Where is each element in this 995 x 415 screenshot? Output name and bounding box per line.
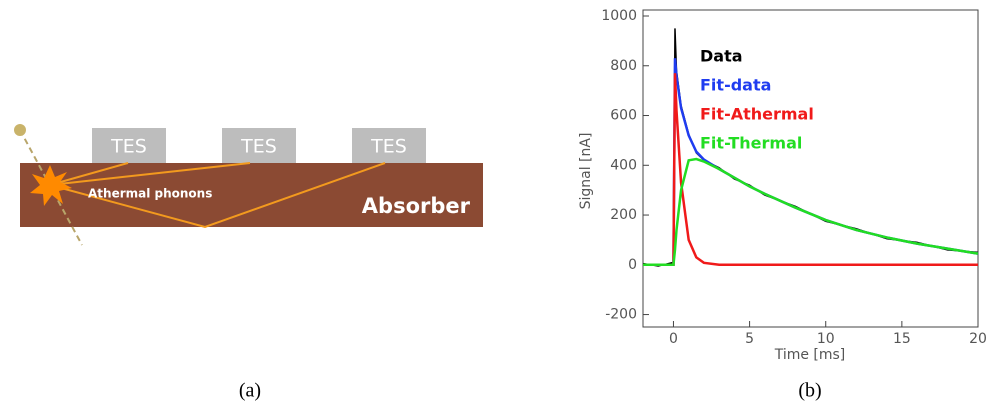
phonon-label: Athermal phonons: [88, 187, 212, 201]
series-line: [643, 73, 978, 267]
absorber: [20, 163, 483, 227]
caption: (a): [239, 380, 261, 402]
x-tick-label: 10: [817, 331, 835, 347]
y-tick-label: 800: [610, 58, 637, 74]
chart: Signal [nA] Time [ms] -20002004006008001…: [578, 8, 987, 363]
legend-entry: Fit-data: [700, 76, 771, 95]
tes-label: TES: [240, 136, 277, 158]
x-tick-label: 0: [669, 331, 678, 347]
diagram: TES TES TES Athermal phonons Absorber: [14, 124, 483, 246]
legend-entry: Data: [700, 47, 743, 66]
interaction-star: [30, 165, 72, 206]
y-tick-label: 1000: [601, 8, 637, 24]
tes-box: [352, 128, 426, 163]
y-tick-label: 600: [610, 108, 637, 124]
tes-label: TES: [370, 136, 407, 158]
y-tick-label: 400: [610, 157, 637, 173]
x-axis-label: Time [ms]: [774, 347, 846, 363]
y-axis-label: Signal [nA]: [578, 133, 594, 210]
y-tick-label: 0: [628, 257, 637, 273]
x-tick-label: 20: [969, 331, 987, 347]
tes-box: [222, 128, 296, 163]
y-tick-label: 200: [610, 207, 637, 223]
plot-frame: [642, 9, 979, 328]
legend-entry: Fit-Athermal: [700, 105, 814, 124]
tes-label: TES: [110, 136, 147, 158]
series-line: [643, 58, 979, 267]
legend-entry: Fit-Thermal: [700, 134, 802, 153]
particle: [14, 124, 26, 136]
absorber-label: Absorber: [362, 194, 471, 218]
x-tick-label: 15: [893, 331, 911, 347]
caption: (b): [798, 380, 821, 402]
y-tick-label: -200: [605, 307, 637, 323]
x-tick-label: 5: [745, 331, 754, 347]
series-line: [643, 157, 979, 267]
tes-box: [92, 128, 166, 163]
phonon-paths: [49, 162, 386, 229]
